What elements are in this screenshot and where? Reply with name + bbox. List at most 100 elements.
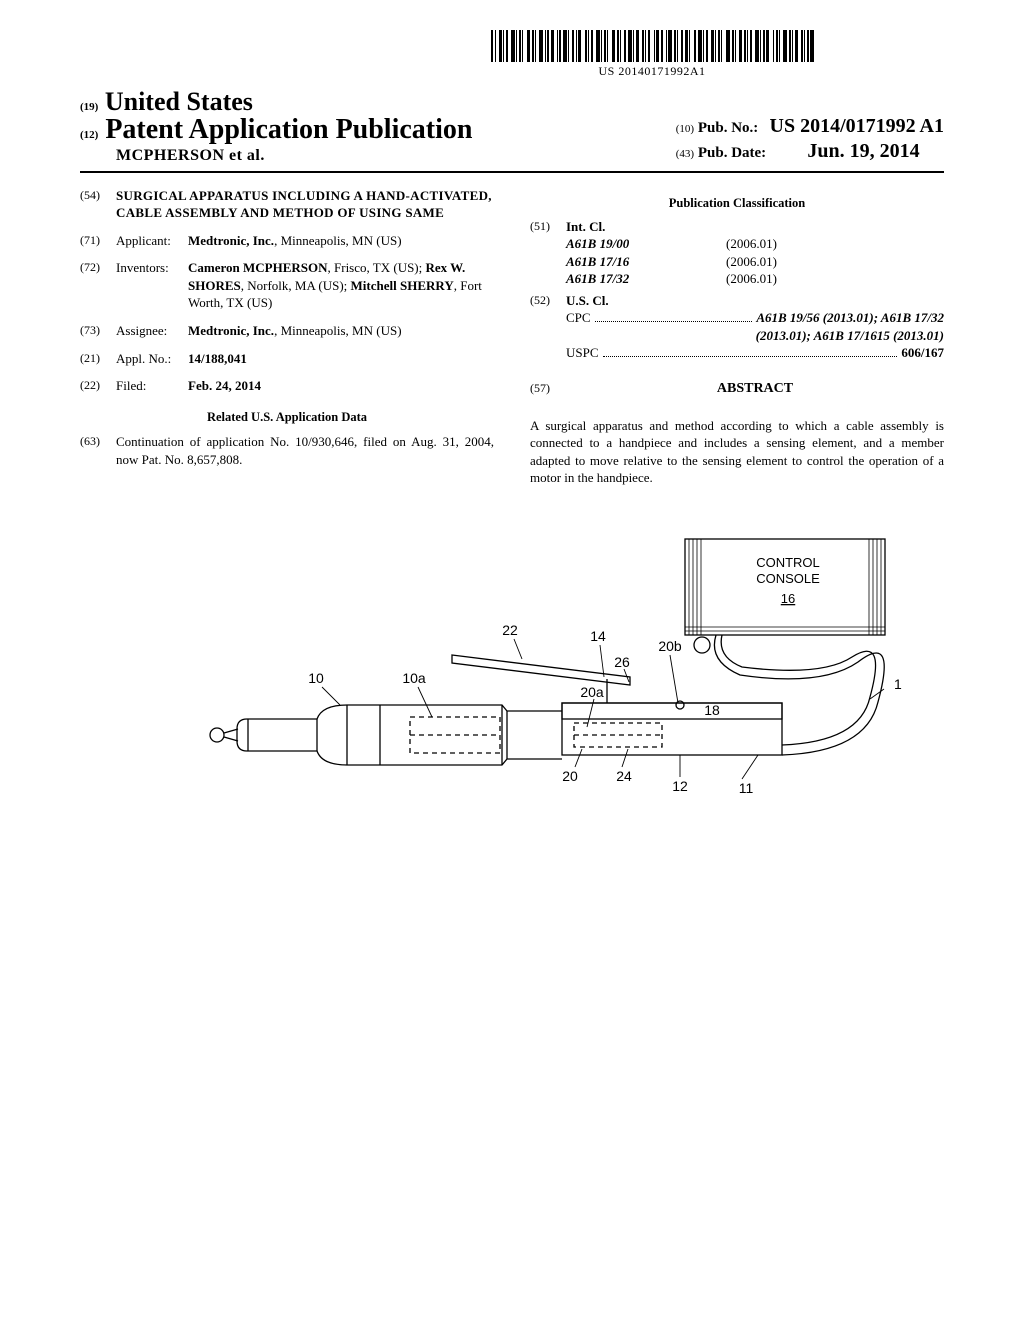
field-73-value: Medtronic, Inc., Minneapolis, MN (US) bbox=[188, 322, 494, 340]
inventor-1: Cameron MCPHERSON bbox=[188, 260, 328, 275]
field-57-body: ABSTRACT bbox=[566, 380, 944, 407]
country-code: (19) bbox=[80, 101, 98, 113]
inventor-1-rest: , Frisco, TX (US); bbox=[328, 260, 426, 275]
console-line2: CONSOLE bbox=[756, 571, 820, 586]
field-63: (63) Continuation of application No. 10/… bbox=[80, 433, 494, 468]
field-73-code: (73) bbox=[80, 322, 116, 340]
appl-no: 14/188,041 bbox=[188, 351, 247, 366]
barcode-block: US 20140171992A1 bbox=[360, 30, 944, 80]
field-71-code: (71) bbox=[80, 232, 116, 250]
field-21-value: 14/188,041 bbox=[188, 350, 494, 368]
intcl-0-year: (2006.01) bbox=[666, 235, 944, 253]
field-57-code: (57) bbox=[530, 380, 566, 407]
header-right: (10) Pub. No.: US 2014/0171992 A1 (43) P… bbox=[676, 115, 944, 165]
uspc-value: 606/167 bbox=[901, 344, 944, 362]
uspc-label: USPC bbox=[566, 344, 599, 362]
header-left: (19) United States (12) Patent Applicati… bbox=[80, 88, 472, 165]
pubdate-value: Jun. 19, 2014 bbox=[807, 140, 919, 162]
barcode: US 20140171992A1 bbox=[491, 30, 814, 79]
fig-label-20b: 20b bbox=[658, 638, 682, 654]
doctype: Patent Application Publication bbox=[105, 114, 472, 145]
figure-svg: 10 10a 22 14 26 20b 12 20a 24 18 20 12 1… bbox=[122, 527, 902, 807]
intcl-2-year: (2006.01) bbox=[666, 270, 944, 288]
fig-label-11: 11 bbox=[739, 780, 754, 796]
fig-label-24: 24 bbox=[616, 768, 632, 784]
pubdate-label: Pub. Date: bbox=[698, 145, 766, 161]
cpc-line1: A61B 19/56 (2013.01); A61B 17/32 bbox=[756, 309, 944, 327]
classification-heading: Publication Classification bbox=[530, 195, 944, 212]
field-51: (51) Int. Cl. A61B 19/00 (2006.01) A61B … bbox=[530, 218, 944, 288]
field-22-value: Feb. 24, 2014 bbox=[188, 377, 494, 395]
field-22: (22) Filed: Feb. 24, 2014 bbox=[80, 377, 494, 395]
header: (19) United States (12) Patent Applicati… bbox=[80, 88, 944, 173]
fig-label-18: 18 bbox=[704, 702, 720, 718]
uspc-value-text: 606/167 bbox=[901, 345, 944, 360]
abstract-text: A surgical apparatus and method accordin… bbox=[530, 417, 944, 487]
inventor-2-rest: , Norfolk, MA (US); bbox=[241, 278, 351, 293]
field-71-label: Applicant: bbox=[116, 232, 188, 250]
pubdate-code: (43) bbox=[676, 148, 694, 160]
figure-area: 10 10a 22 14 26 20b 12 20a 24 18 20 12 1… bbox=[80, 527, 944, 812]
intcl-1-year: (2006.01) bbox=[666, 253, 944, 271]
doctype-line: (12) Patent Application Publication bbox=[80, 115, 472, 144]
console-line1: CONTROL bbox=[756, 555, 820, 570]
fig-label-20a: 20a bbox=[580, 684, 604, 700]
pubdate-line: (43) Pub. Date: Jun. 19, 2014 bbox=[676, 140, 944, 163]
assignee-rest: , Minneapolis, MN (US) bbox=[274, 323, 401, 338]
fig-label-14: 14 bbox=[590, 628, 606, 644]
cpc-row: CPC A61B 19/56 (2013.01); A61B 17/32 bbox=[566, 309, 944, 327]
patent-page: US 20140171992A1 (19) United States (12)… bbox=[0, 0, 1024, 1320]
doctype-code: (12) bbox=[80, 129, 98, 141]
field-73: (73) Assignee: Medtronic, Inc., Minneapo… bbox=[80, 322, 494, 340]
field-63-value: Continuation of application No. 10/930,6… bbox=[116, 433, 494, 468]
related-app-heading: Related U.S. Application Data bbox=[80, 409, 494, 426]
field-63-code: (63) bbox=[80, 433, 116, 468]
field-22-code: (22) bbox=[80, 377, 116, 395]
fig-label-10a: 10a bbox=[402, 670, 426, 686]
field-52-body: U.S. Cl. CPC A61B 19/56 (2013.01); A61B … bbox=[566, 292, 944, 362]
field-71: (71) Applicant: Medtronic, Inc., Minneap… bbox=[80, 232, 494, 250]
filed-date: Feb. 24, 2014 bbox=[188, 378, 261, 393]
pubno-line: (10) Pub. No.: US 2014/0171992 A1 bbox=[676, 115, 944, 138]
country-name: United States bbox=[105, 87, 253, 116]
barcode-text: US 20140171992A1 bbox=[491, 64, 814, 79]
pubno-label: Pub. No.: bbox=[698, 120, 758, 136]
field-51-code: (51) bbox=[530, 218, 566, 288]
inventor-3: Mitchell SHERRY bbox=[351, 278, 454, 293]
field-52-code: (52) bbox=[530, 292, 566, 362]
field-51-body: Int. Cl. A61B 19/00 (2006.01) A61B 17/16… bbox=[566, 218, 944, 288]
intcl-row-0: A61B 19/00 (2006.01) bbox=[566, 235, 944, 253]
field-22-label: Filed: bbox=[116, 377, 188, 395]
fig-label-26: 26 bbox=[614, 654, 630, 670]
field-21-label: Appl. No.: bbox=[116, 350, 188, 368]
field-54-code: (54) bbox=[80, 187, 116, 222]
intcl-2-cls: A61B 17/32 bbox=[566, 270, 666, 288]
field-72-code: (72) bbox=[80, 259, 116, 312]
applicant-name: Medtronic, Inc. bbox=[188, 233, 274, 248]
field-73-label: Assignee: bbox=[116, 322, 188, 340]
assignee-name: Medtronic, Inc. bbox=[188, 323, 274, 338]
biblio-columns: (54) SURGICAL APPARATUS INCLUDING A HAND… bbox=[80, 187, 944, 487]
pubno-code: (10) bbox=[676, 123, 694, 135]
field-52: (52) U.S. Cl. CPC A61B 19/56 (2013.01); … bbox=[530, 292, 944, 362]
console-ref: 16 bbox=[781, 591, 795, 606]
fig-label-22: 22 bbox=[502, 622, 518, 638]
cpc-line1-text: A61B 19/56 (2013.01); A61B 17/32 bbox=[756, 310, 944, 325]
intcl-1-cls: A61B 17/16 bbox=[566, 253, 666, 271]
uspc-row: USPC 606/167 bbox=[566, 344, 944, 362]
fig-label-10: 10 bbox=[308, 670, 324, 686]
field-21-code: (21) bbox=[80, 350, 116, 368]
uscl-heading: U.S. Cl. bbox=[566, 292, 944, 310]
fig-label-20: 20 bbox=[562, 768, 578, 784]
intcl-row-1: A61B 17/16 (2006.01) bbox=[566, 253, 944, 271]
right-column: Publication Classification (51) Int. Cl.… bbox=[530, 187, 944, 487]
field-72: (72) Inventors: Cameron MCPHERSON, Frisc… bbox=[80, 259, 494, 312]
intcl-0-cls: A61B 19/00 bbox=[566, 235, 666, 253]
fig-label-12b: 12 bbox=[672, 778, 688, 794]
cpc-line2: (2013.01); A61B 17/1615 (2013.01) bbox=[756, 328, 944, 343]
field-57: (57) ABSTRACT bbox=[530, 380, 944, 407]
field-72-label: Inventors: bbox=[116, 259, 188, 312]
dots-icon-2 bbox=[603, 349, 898, 358]
intcl-row-2: A61B 17/32 (2006.01) bbox=[566, 270, 944, 288]
country-line: (19) United States bbox=[80, 88, 472, 115]
